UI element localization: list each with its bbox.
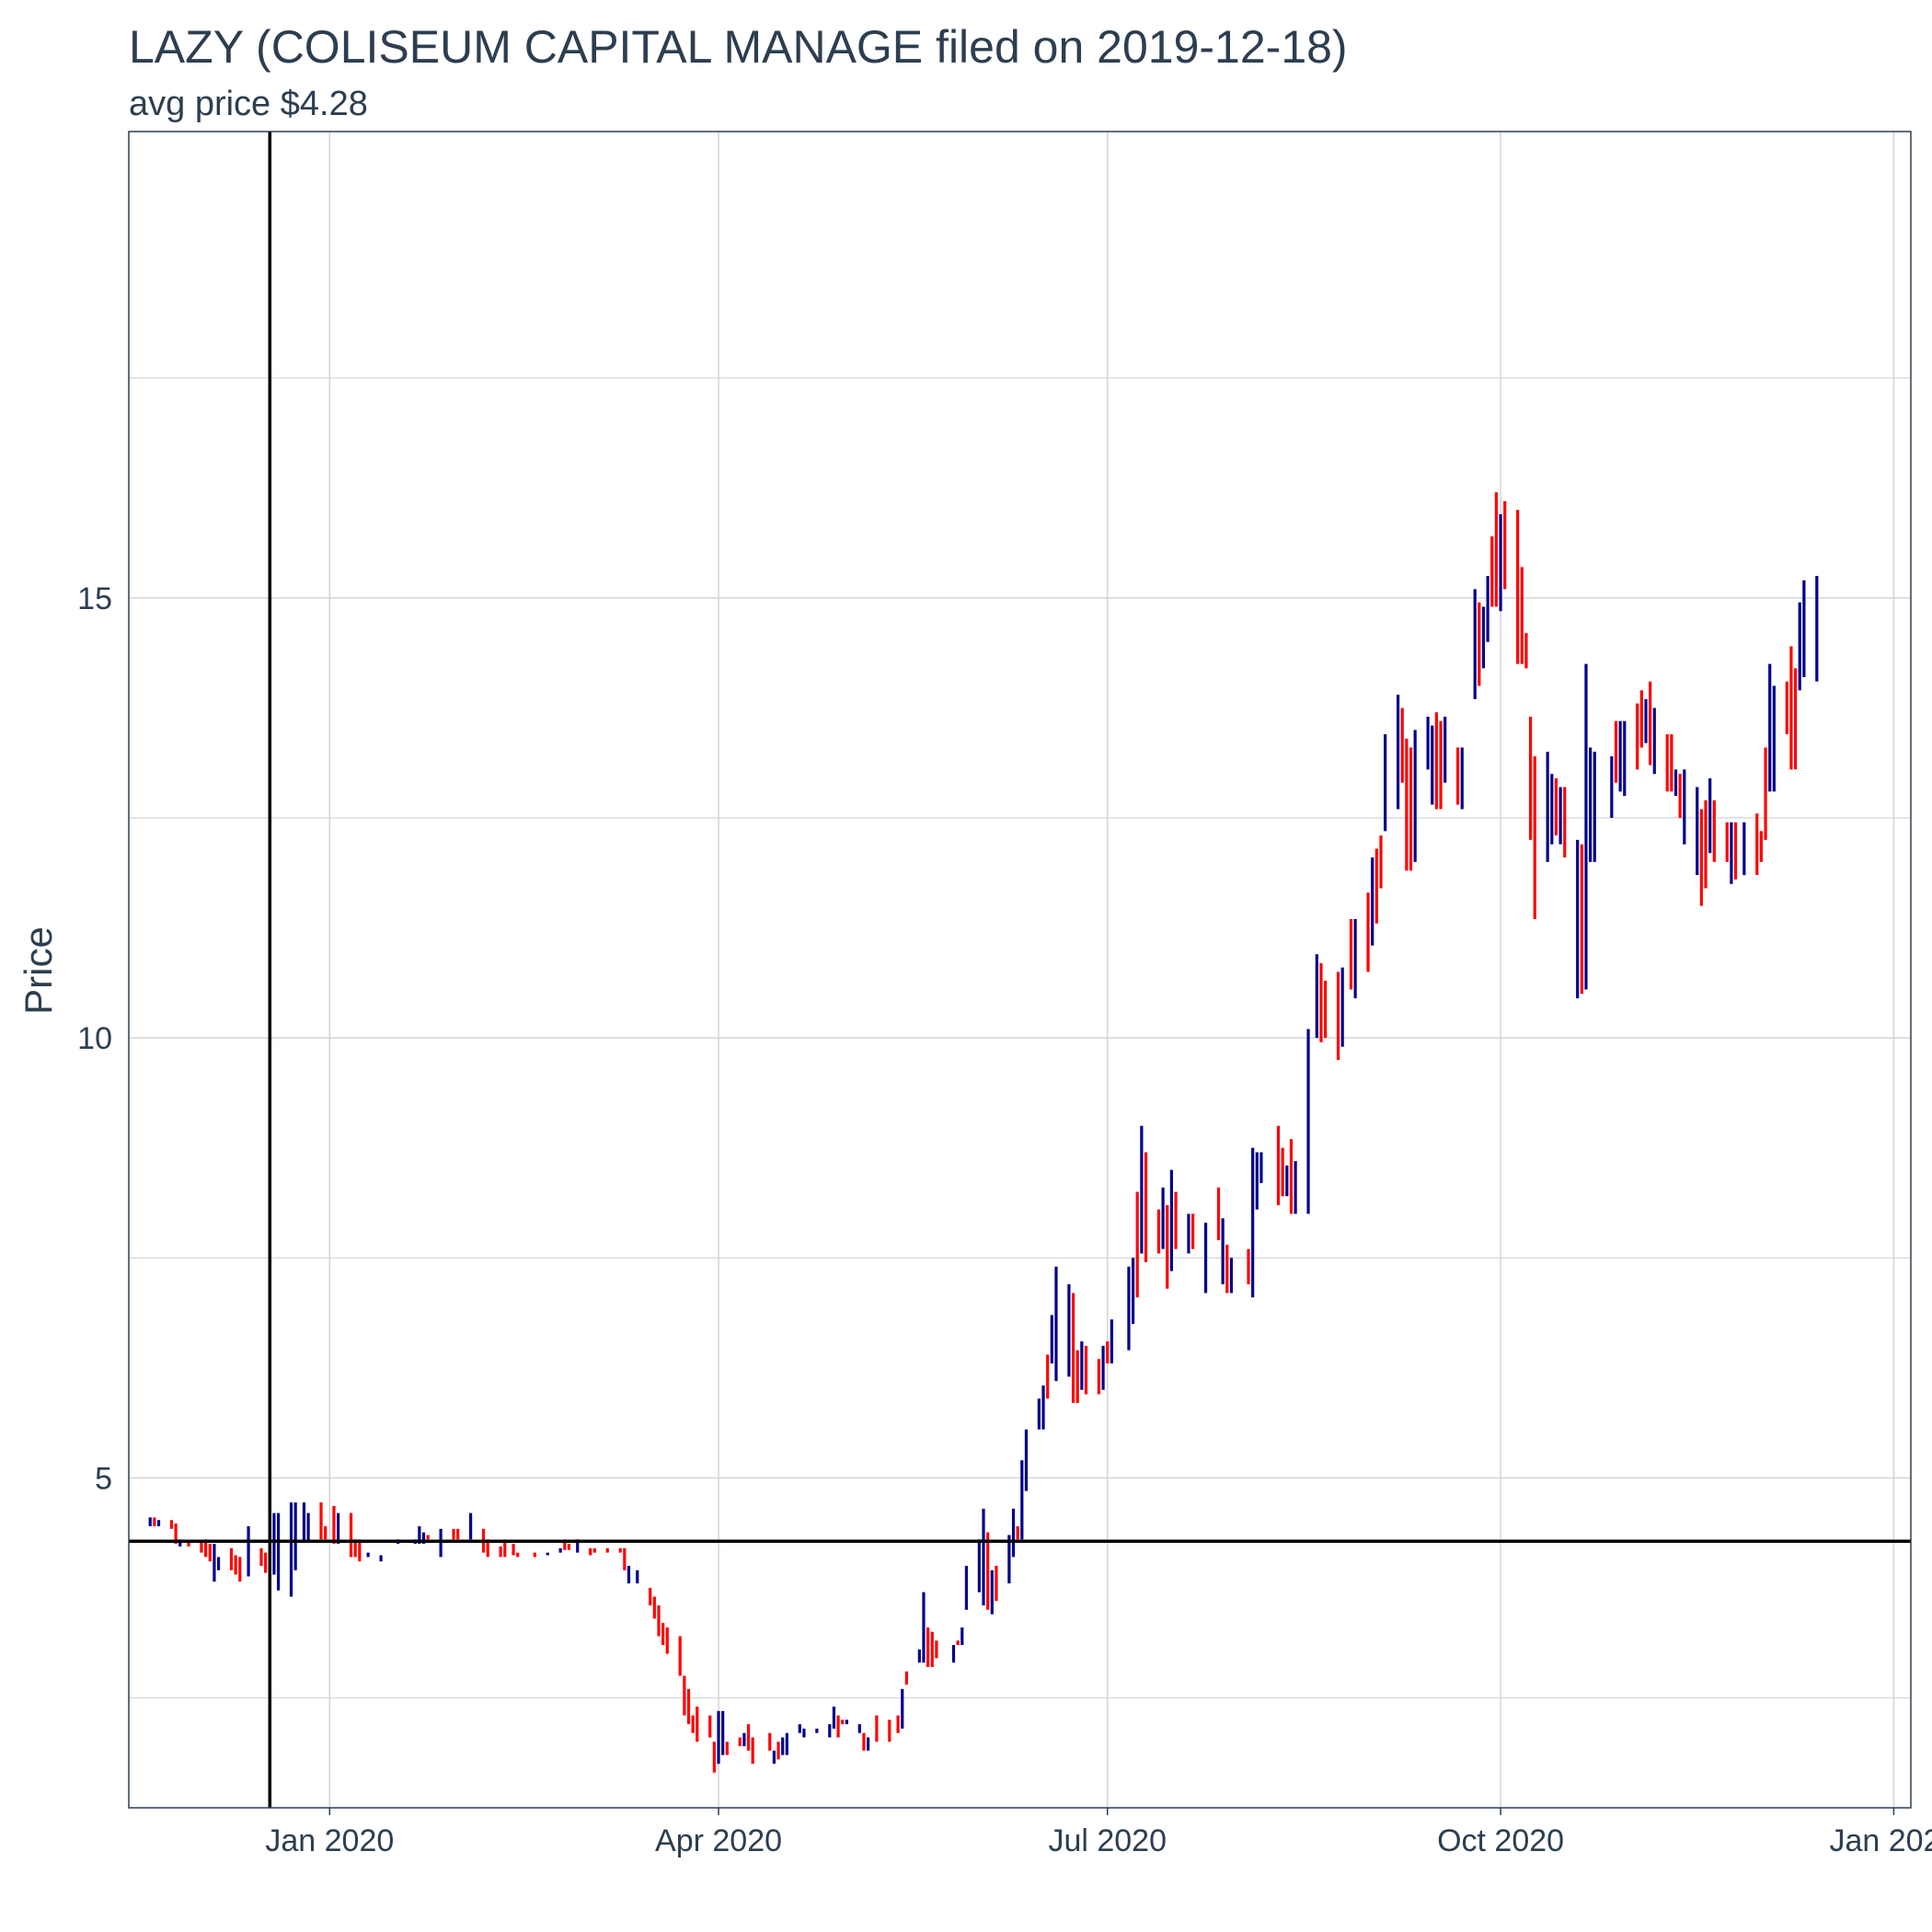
grid-lines xyxy=(129,132,1911,1808)
x-tick-label: Jul 2020 xyxy=(1048,1823,1167,1858)
chart-subtitle: avg price $4.28 xyxy=(129,85,368,123)
y-axis-label: Price xyxy=(17,926,60,1015)
x-tick-label: Jan 2020 xyxy=(265,1823,394,1858)
x-tick-label: Jan 2021 xyxy=(1829,1823,1932,1858)
chart-title: LAZY (COLISEUM CAPITAL MANAGE filed on 2… xyxy=(129,21,1348,73)
y-tick-label: 5 xyxy=(95,1461,112,1496)
y-tick-label: 10 xyxy=(77,1021,112,1056)
x-tick-label: Oct 2020 xyxy=(1437,1823,1564,1858)
ohlc-bars xyxy=(148,492,1819,1773)
plot-panel-border xyxy=(128,131,1912,1809)
reference-lines xyxy=(129,132,1911,1808)
axis-ticks: 5 10 15 Jan 2020 Apr 2020 Jul 2020 Oct 2020 Jan… xyxy=(77,581,1932,1858)
y-tick-label: 15 xyxy=(77,581,112,616)
x-tick-label: Apr 2020 xyxy=(655,1823,782,1858)
